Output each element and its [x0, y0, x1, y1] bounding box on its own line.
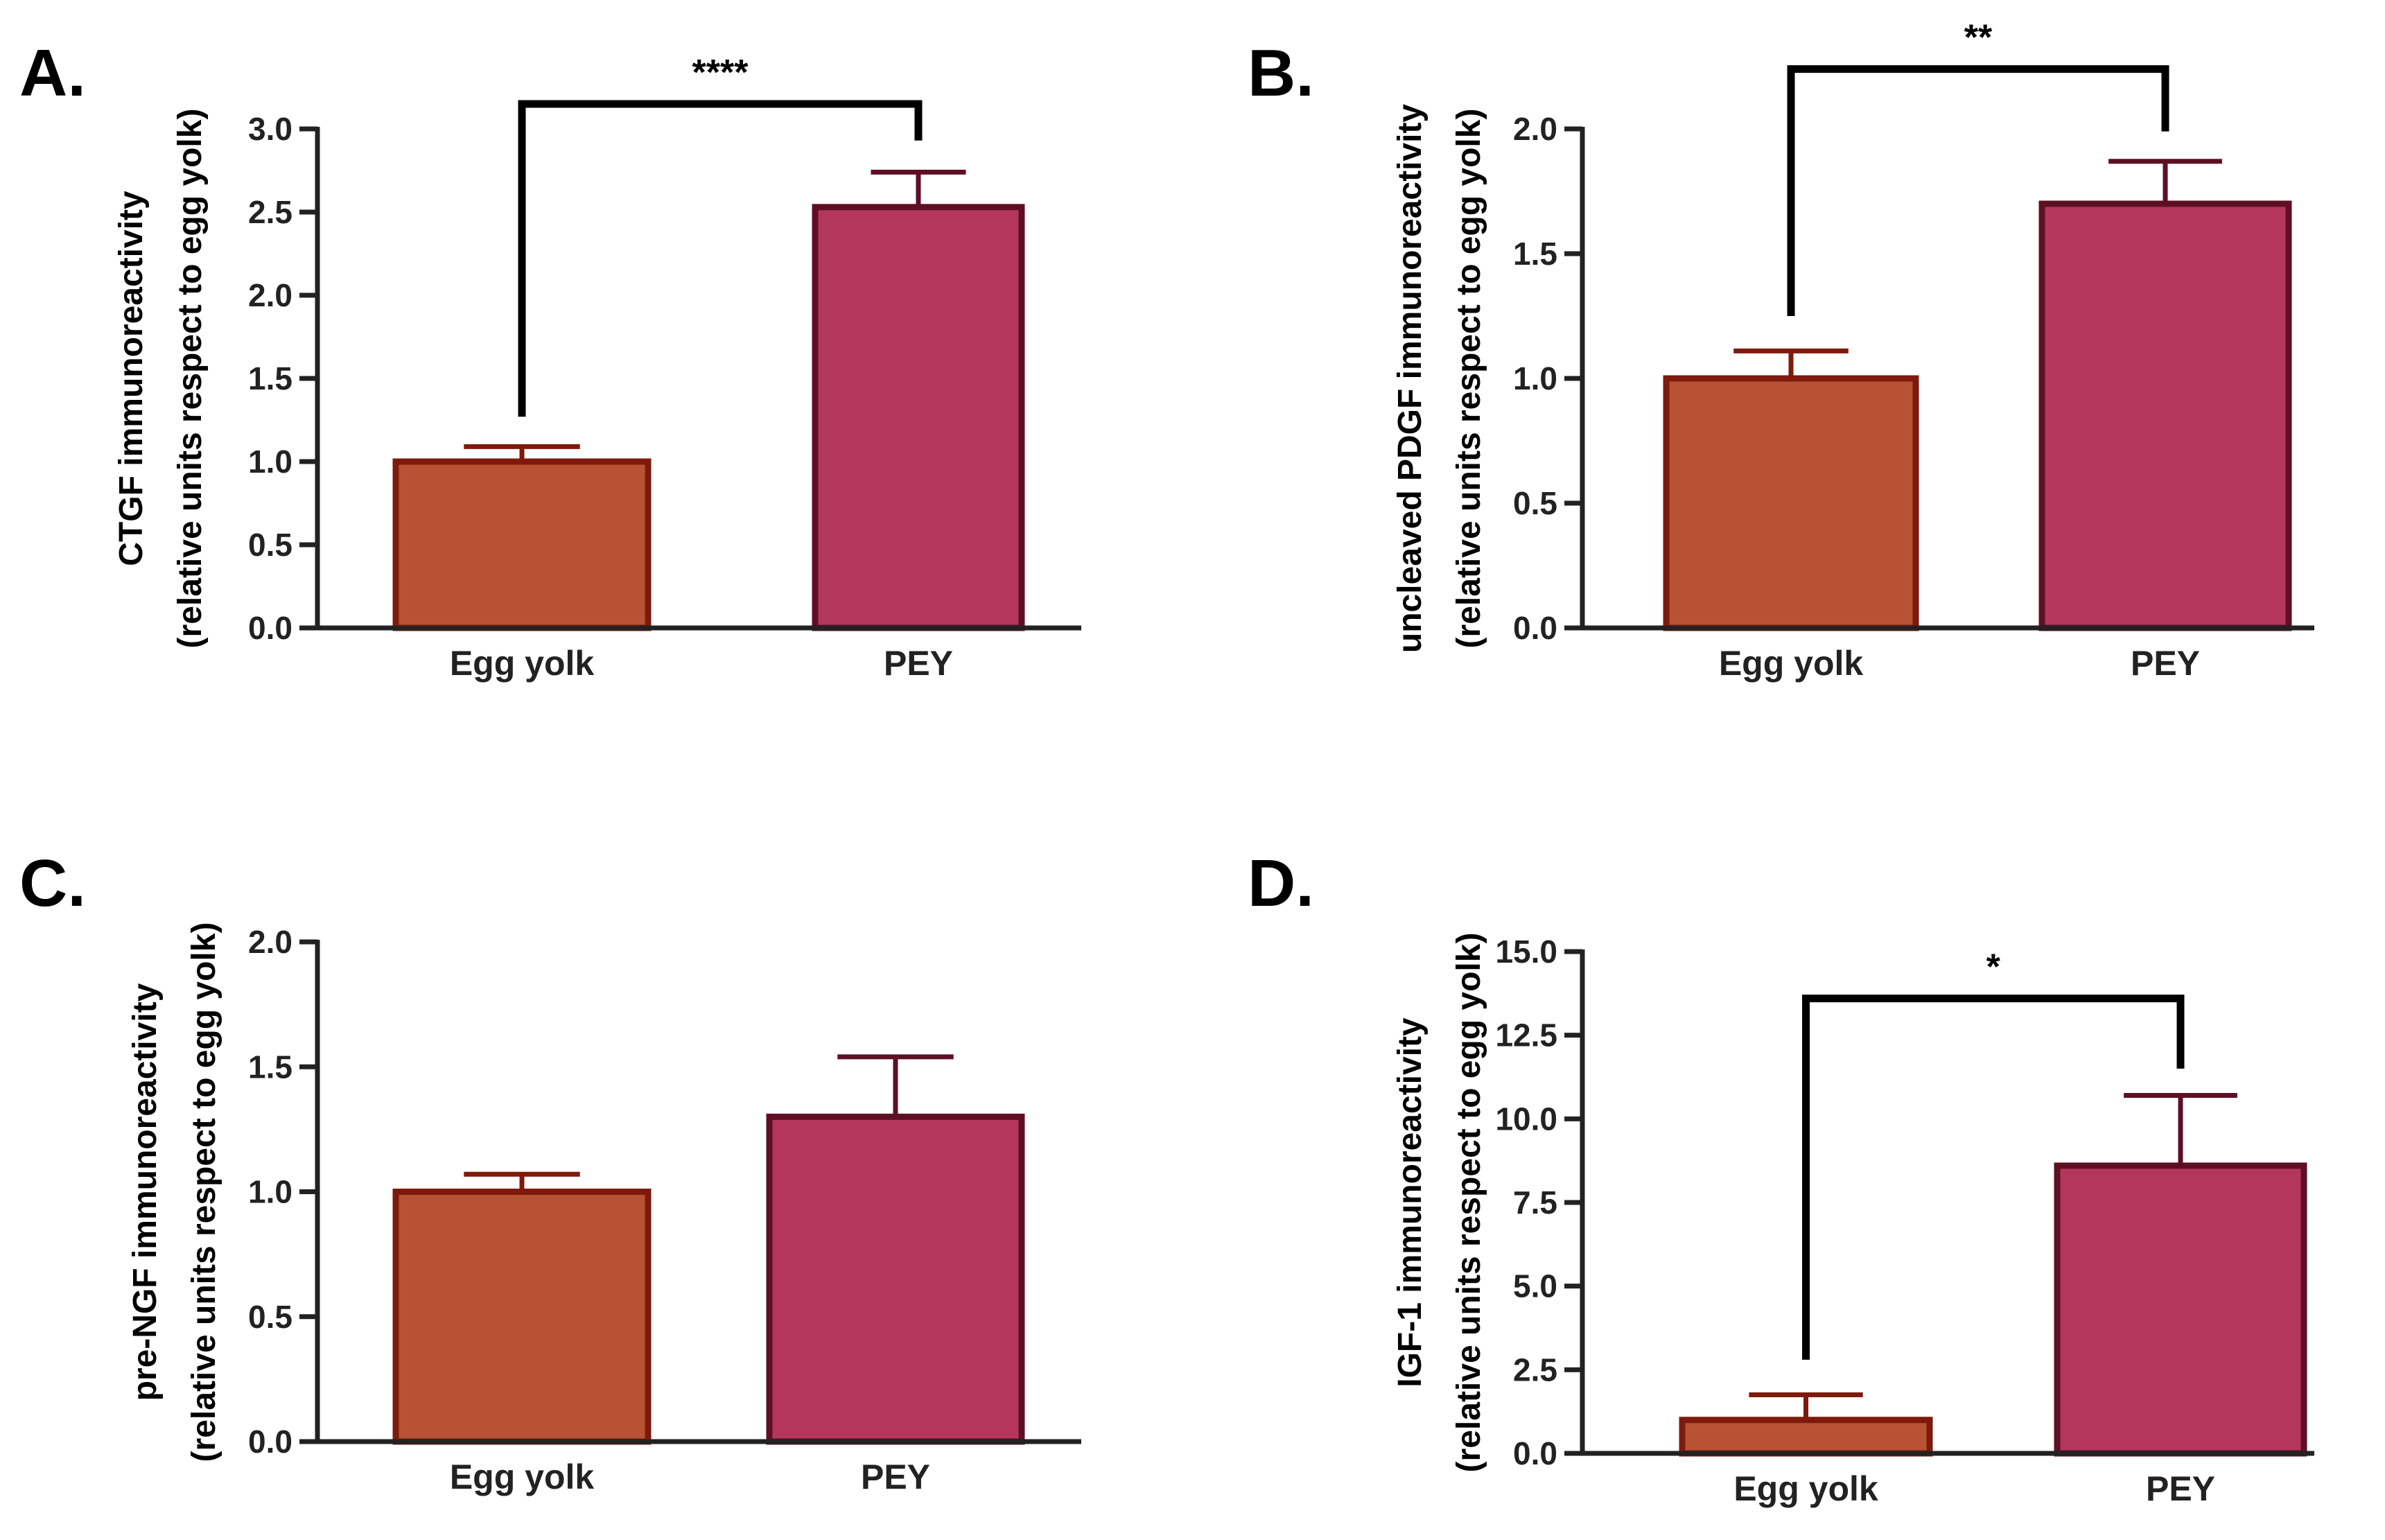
bar-pey [812, 204, 1025, 631]
y-tick-label: 3.0 [248, 111, 292, 147]
y-tick-label: 2.0 [1513, 111, 1557, 147]
y-tick-label: 1.5 [248, 360, 292, 396]
y-tick-label: 15.0 [1495, 934, 1557, 970]
bar-egg-yolk [1679, 1417, 1933, 1457]
y-tick-label: 1.5 [1513, 236, 1557, 272]
bar-egg-yolk [392, 1189, 652, 1445]
significance-label: **** [692, 53, 749, 93]
bar-pey [766, 1113, 1025, 1445]
bar-egg-yolk [1663, 375, 1919, 631]
y-axis-title-line2: (relative units respect to egg yolk) [186, 922, 222, 1462]
y-tick-label: 1.0 [248, 444, 292, 480]
x-tick-label: PEY [2146, 1469, 2215, 1508]
bar-pey [2054, 1162, 2307, 1457]
chart-panel-1: A. CTGF immunoreactivity (relative units r… [19, 36, 1081, 683]
x-tick-label: Egg yolk [1719, 644, 1864, 683]
y-axis-title-line2: (relative units respect to egg yolk) [172, 109, 209, 649]
y-axis-title-line1: pre-NGF immunoreactivity [127, 983, 164, 1401]
x-tick-label: Egg yolk [1733, 1469, 1878, 1508]
y-tick-label: 0.0 [1513, 610, 1557, 646]
significance-bracket [518, 100, 923, 417]
y-tick-label: 0.5 [1513, 485, 1557, 521]
y-tick-label: 12.5 [1495, 1017, 1557, 1053]
bar-egg-yolk [392, 458, 652, 631]
chart-panel-3: C. pre-NGF immunoreactivity (relative unit… [19, 846, 1081, 1496]
x-tick-label: Egg yolk [450, 644, 595, 683]
panel-label: A. [19, 36, 86, 110]
y-tick-label: 1.0 [1513, 360, 1557, 396]
significance-label: ** [1964, 18, 1993, 58]
chart-panel-2: B. uncleaved PDGF immunoreactivity (relati… [1248, 18, 2314, 683]
x-tick-label: PEY [884, 644, 953, 683]
significance-label: * [1986, 947, 2001, 988]
y-tick-label: 2.0 [248, 924, 292, 960]
bar-pey [2038, 200, 2292, 631]
panel-label: B. [1248, 36, 1314, 110]
y-axis-title-line1: IGF-1 immunoreactivity [1392, 1017, 1429, 1388]
significance-bracket [1802, 995, 2185, 1360]
x-tick-label: PEY [2131, 644, 2200, 683]
y-axis-title-line2: (relative units respect to egg yolk) [1451, 109, 1487, 649]
significance-bracket [1787, 65, 2169, 316]
y-axis-title-line2: (relative units respect to egg yolk) [1451, 933, 1487, 1473]
y-tick-label: 2.5 [1513, 1351, 1557, 1388]
y-tick-label: 0.5 [248, 527, 292, 563]
y-axis-title-line1: CTGF immunoreactivity [113, 191, 150, 566]
panel-label: D. [1248, 846, 1314, 920]
y-tick-label: 7.5 [1513, 1184, 1557, 1220]
y-tick-label: 2.5 [248, 194, 292, 230]
y-tick-label: 0.5 [248, 1299, 292, 1335]
y-tick-label: 2.0 [248, 277, 292, 313]
y-tick-label: 0.0 [248, 610, 292, 646]
chart-panel-4: D. IGF-1 immunoreactivity (relative units … [1248, 846, 2314, 1508]
y-tick-label: 0.0 [248, 1424, 292, 1460]
y-tick-label: 10.0 [1495, 1101, 1557, 1137]
panel-label: C. [19, 846, 86, 920]
y-axis-title-line1: uncleaved PDGF immunoreactivity [1392, 104, 1429, 654]
x-tick-label: PEY [861, 1458, 930, 1496]
y-tick-label: 0.0 [1513, 1435, 1557, 1471]
y-tick-label: 5.0 [1513, 1268, 1557, 1304]
x-tick-label: Egg yolk [450, 1458, 595, 1496]
y-tick-label: 1.5 [248, 1049, 292, 1085]
y-tick-label: 1.0 [248, 1174, 292, 1210]
